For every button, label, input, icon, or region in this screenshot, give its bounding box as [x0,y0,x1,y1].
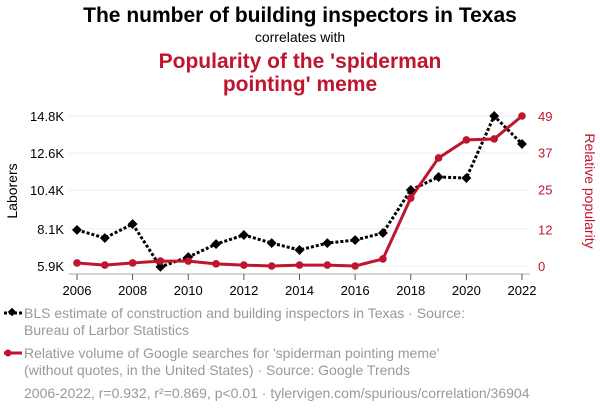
y-tick-left: 10.4K [30,183,64,198]
data-point-spiderman [184,257,193,265]
data-point-inspectors [433,172,444,182]
data-point-spiderman [295,261,304,269]
x-tick-label: 2014 [285,283,314,298]
y-tick-right: 12 [538,222,552,237]
data-point-inspectors [238,230,249,240]
data-point-inspectors [155,261,166,272]
legend-marker-circle [4,349,12,357]
y-tick-left: 5.9K [37,259,64,274]
legend-item-1-line1: BLS estimate of construction and buildin… [24,305,465,321]
x-tick-label: 2016 [341,283,370,298]
legend-marker-diamond [7,307,17,317]
x-tick-label: 2008 [118,283,147,298]
data-point-spiderman [379,255,387,263]
y-tick-left: 12.6K [30,146,64,161]
data-point-spiderman [462,136,471,144]
data-point-spiderman [518,112,526,120]
data-point-inspectors [99,233,110,243]
chart-title: The number of building inspectors in Tex… [83,4,517,27]
data-point-spiderman [490,135,498,143]
data-point-inspectors [211,239,222,250]
x-tick-label: 2010 [174,283,203,298]
data-point-spiderman [267,262,276,270]
data-point-inspectors [127,219,138,229]
data-point-spiderman [73,259,81,267]
chart-title2-line1: Popularity of the 'spiderman [159,50,442,73]
data-point-spiderman [101,261,109,269]
x-tick-label: 2006 [63,283,92,298]
footer-stats: 2006-2022, r=0.932, r²=0.869, p<0.01 · t… [24,385,530,401]
data-point-inspectors [461,173,472,183]
data-point-inspectors [72,224,82,235]
data-point-spiderman [128,259,137,267]
chart-title2-line2: pointing' meme [223,73,377,96]
x-tick-label: 2012 [229,283,258,298]
x-tick-label: 2022 [508,283,537,298]
data-point-inspectors [266,238,277,249]
chart-subtitle: correlates with [255,29,345,45]
data-point-inspectors [405,185,416,195]
y-tick-left: 8.1K [37,222,64,237]
data-point-spiderman [406,194,415,202]
data-point-spiderman [434,154,443,162]
y-tick-right: 49 [538,109,552,124]
y-tick-right: 25 [538,182,552,197]
y-tick-right: 37 [538,146,552,161]
data-point-spiderman [156,257,165,265]
x-tick-label: 2018 [396,283,425,298]
legend-item-2-line2: (without quotes, in the United States) ·… [24,362,410,378]
y-axis-right-label: Relative popularity [582,133,598,248]
data-point-spiderman [351,262,359,270]
y-tick-left: 14.8K [30,109,64,124]
x-tick-label: 2020 [452,283,481,298]
series-line-inspectors [76,113,524,269]
data-point-inspectors [377,228,388,238]
data-point-inspectors [517,139,527,149]
data-point-inspectors [294,245,305,255]
data-point-spiderman [212,260,220,268]
data-point-spiderman [240,261,248,269]
data-point-spiderman [323,261,332,269]
legend-item-2-line1: Relative volume of Google searches for '… [24,345,439,361]
data-point-inspectors [322,238,333,249]
y-tick-right: 0 [538,259,545,274]
legend-item-1-line2: Bureau of Larbor Statistics [24,322,189,338]
data-point-inspectors [350,235,361,245]
y-axis-left-label: Laborers [4,163,20,218]
